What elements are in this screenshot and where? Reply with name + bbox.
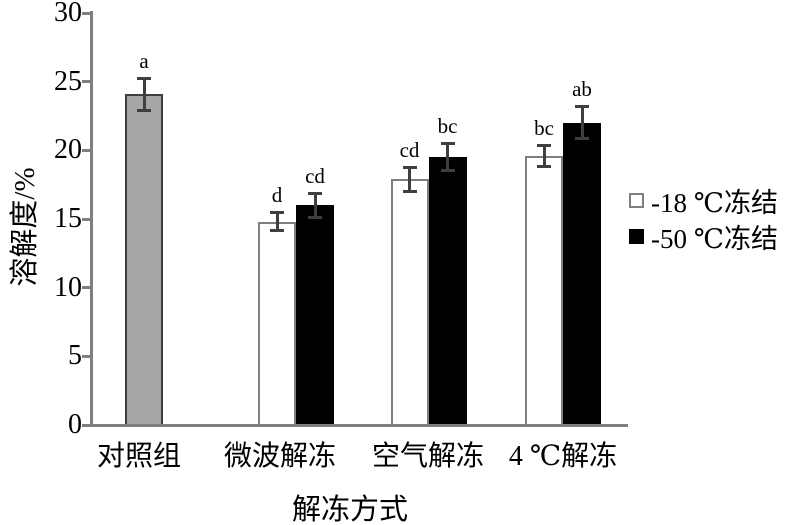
sig-letter: a [139, 48, 149, 73]
bar-control-对照组 [125, 94, 163, 426]
error-bar-line [408, 166, 411, 192]
error-bar-cap [270, 211, 284, 215]
error-bar-cap [537, 164, 551, 168]
error-bar-line [580, 106, 584, 140]
open-square-swatch-icon [629, 192, 644, 208]
error-bar-line [142, 77, 146, 111]
y-tick [82, 423, 90, 427]
error-bar-cap [137, 108, 151, 112]
legend-label: -50 ℃冻结 [651, 223, 778, 254]
x-tick-label: 4 ℃解冻 [508, 441, 618, 472]
error-bar-cap [440, 142, 455, 146]
y-axis-title: 溶解度/% [9, 167, 41, 287]
x-tick-label: 空气解冻 [371, 441, 485, 472]
x-axis-title: 解冻方式 [291, 494, 408, 525]
y-tick-label: 0 [68, 409, 82, 440]
y-tick [82, 217, 90, 221]
legend: -18 ℃冻结 -50 ℃冻结 [629, 182, 778, 254]
sig-letter: bc [437, 114, 458, 139]
solid-square-swatch-icon [629, 228, 644, 244]
y-tick-label: 30 [54, 0, 82, 28]
error-bar-line [313, 192, 317, 218]
error-bar-cap [402, 189, 417, 193]
sig-letter: ab [572, 77, 592, 102]
sig-letter: cd [399, 137, 420, 162]
legend-item-minus18: -18 ℃冻结 [629, 182, 778, 218]
bar-open-微波解冻 [258, 221, 296, 426]
legend-label: -18 ℃冻结 [651, 187, 778, 218]
bar-solid-4 ℃解冻 [563, 122, 601, 426]
x-tick-label: 对照组 [96, 441, 182, 472]
y-tick-label: 10 [54, 271, 82, 303]
y-tick [82, 286, 90, 290]
error-bar-cap [270, 229, 284, 233]
bar-open-4 ℃解冻 [525, 155, 563, 426]
error-bar-cap [575, 105, 589, 109]
sig-letter: bc [534, 115, 554, 140]
y-tick [82, 80, 90, 84]
sig-letter: cd [305, 163, 325, 188]
bar-solid-空气解冻 [428, 157, 467, 426]
bar-solid-微波解冻 [296, 205, 334, 426]
sig-letter: d [271, 183, 283, 208]
y-tick-label: 5 [68, 340, 82, 372]
error-bar-cap [402, 165, 417, 169]
error-bar-cap [575, 137, 589, 141]
error-bar-cap [137, 76, 151, 80]
y-tick [82, 354, 90, 358]
y-tick-label: 15 [54, 203, 82, 234]
error-bar-cap [308, 215, 322, 219]
bar-open-空气解冻 [390, 179, 429, 426]
error-bar-cap [537, 143, 551, 147]
error-bar-cap [308, 191, 322, 195]
y-axis-line [90, 11, 93, 427]
error-bar-line [275, 212, 279, 232]
error-bar-cap [440, 168, 455, 172]
y-tick-label: 25 [54, 65, 82, 97]
y-tick [82, 148, 90, 152]
legend-item-minus50: -50 ℃冻结 [629, 218, 778, 254]
x-tick-label: 微波解冻 [223, 441, 337, 472]
error-bar-line [542, 144, 546, 167]
x-axis-line [90, 424, 628, 427]
y-tick [82, 11, 90, 15]
error-bar-line [446, 143, 449, 171]
y-tick-label: 20 [54, 134, 82, 166]
